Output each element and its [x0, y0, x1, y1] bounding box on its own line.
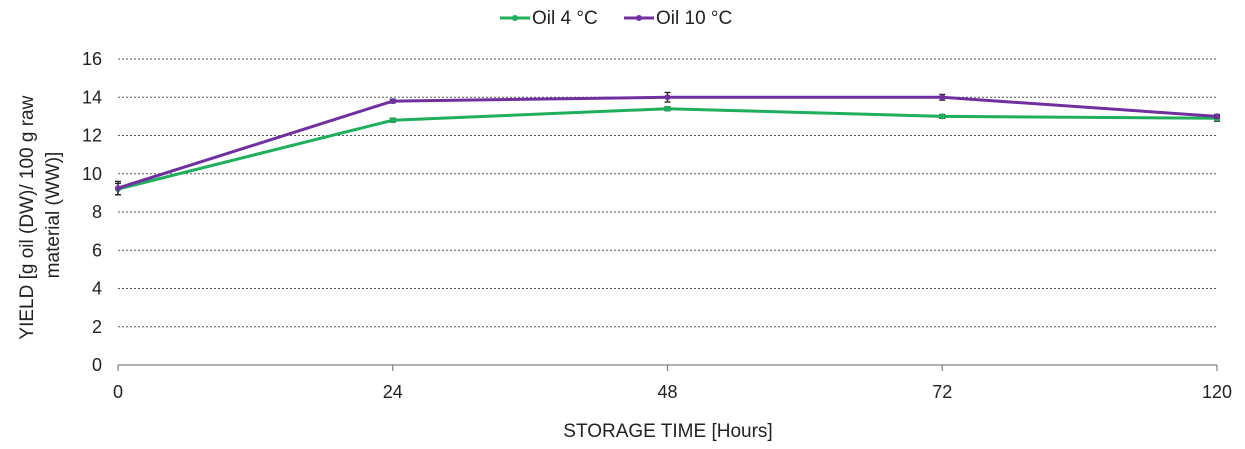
y-axis-title: YIELD [g oil (DW)/ 100 g raw material (W…: [17, 90, 64, 339]
data-point-0-3: [939, 113, 946, 120]
y-tick-label-12: 12: [82, 126, 102, 146]
y-tick-label-0: 0: [92, 355, 102, 375]
y-axis-title-line-2: material (WW)]: [43, 152, 64, 279]
x-tick-label-72: 72: [932, 382, 952, 402]
y-tick-label-14: 14: [82, 87, 102, 107]
y-tick-label-2: 2: [92, 317, 102, 337]
y-tick-label-8: 8: [92, 202, 102, 222]
data-point-1-2: [664, 94, 671, 101]
data-point-1-0: [115, 185, 121, 192]
data-point-1-3: [939, 94, 946, 101]
data-point-1-4: [1214, 113, 1220, 120]
y-axis-title-line-1: YIELD [g oil (DW)/ 100 g raw: [17, 95, 38, 339]
y-tick-label-16: 16: [82, 49, 102, 69]
legend-label-1: Oil 10 °C: [656, 8, 732, 29]
legend-marker-1: [636, 15, 642, 21]
series-line-0: [117, 107, 1218, 191]
x-tick-label-48: 48: [657, 382, 677, 402]
data-point-0-2: [664, 105, 671, 112]
legend-marker-0: [512, 15, 518, 21]
series: [115, 91, 1220, 196]
x-tick-label-120: 120: [1202, 382, 1232, 402]
y-tick-label-6: 6: [92, 240, 102, 260]
legend-label-0: Oil 4 °C: [532, 8, 598, 29]
y-tick-label-4: 4: [92, 279, 102, 299]
data-point-1-1: [389, 98, 396, 105]
legend: Oil 4 °C Oil 10 °C: [500, 8, 732, 29]
x-tick-label-0: 0: [113, 382, 123, 402]
y-tick-label-10: 10: [82, 164, 102, 184]
x-axis-title: STORAGE TIME [Hours]: [563, 421, 772, 442]
x-tick-label-24: 24: [383, 382, 403, 402]
data-point-0-1: [389, 117, 396, 124]
